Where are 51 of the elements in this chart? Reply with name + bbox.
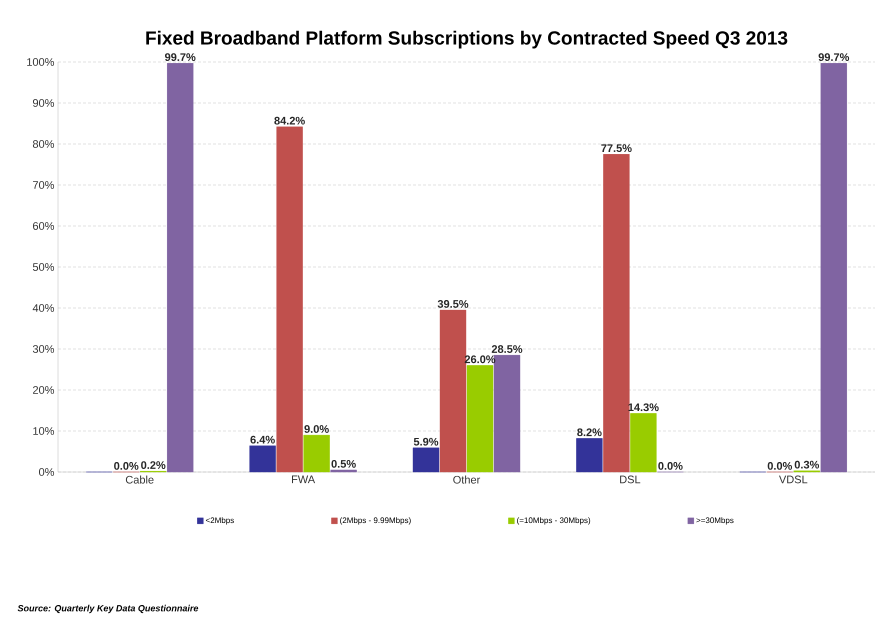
data-label: 99.7% [164,53,196,62]
bar [330,470,357,472]
data-label: 0.3% [794,460,820,469]
data-label: 0.0% [768,462,792,470]
bar [303,434,330,472]
y-tick-label: 0% [38,468,54,476]
data-label: 99.7% [818,53,850,62]
x-tick-label: DSL [620,476,640,484]
bar [440,310,466,472]
y-tick-label: 90% [32,99,54,107]
x-tick-label: Other [453,476,480,484]
x-tick-label: VDSL [778,476,808,484]
data-label: 28.5% [492,345,522,353]
data-label: 0.5% [332,460,356,468]
bar [494,354,520,472]
y-tick-label: 100% [27,58,54,66]
legend-label: (=10Mbps - 30Mbps) [517,517,590,525]
bar [466,365,494,472]
bar [167,63,194,472]
data-label: 0.0% [114,462,138,470]
data-label: 39.5% [438,300,468,308]
y-tick-label: 70% [33,181,54,189]
y-tick-label: 30% [32,345,54,353]
data-label: 0.0% [658,462,683,470]
data-label: 0.2% [141,461,166,469]
y-tick-label: 20% [33,386,54,394]
y-tick-label: 80% [32,140,54,148]
bar [576,438,603,472]
bar [603,154,630,472]
data-label: 6.4% [250,436,275,444]
data-label: 77.5% [601,144,632,152]
y-tick-label: 60% [33,222,54,230]
bar [276,126,303,472]
x-tick-label: Cable [126,476,154,484]
source-note: Source: Quarterly Key Data Questionnaire [18,604,198,614]
legend-label: >=30Mbps [696,517,734,525]
bar [412,448,440,472]
bar [249,446,276,472]
bar [630,413,657,472]
y-tick-label: 10% [33,427,54,435]
data-label: 5.9% [414,438,438,446]
data-label: 9.0% [304,425,329,433]
y-tick-label: 40% [32,304,54,312]
y-tick-label: 50% [32,263,54,271]
data-label: 84.2% [274,116,305,125]
chart-title: Fixed Broadband Platform Subscriptions by Contracted Speed Q3 2013 [146,30,788,48]
data-label: 8.2% [577,428,602,436]
legend-label: <2Mbps [206,517,234,525]
x-tick-label: FWA [292,476,316,484]
legend-label: (2Mbps - 9.99Mbps) [340,517,411,525]
bar [820,63,848,472]
